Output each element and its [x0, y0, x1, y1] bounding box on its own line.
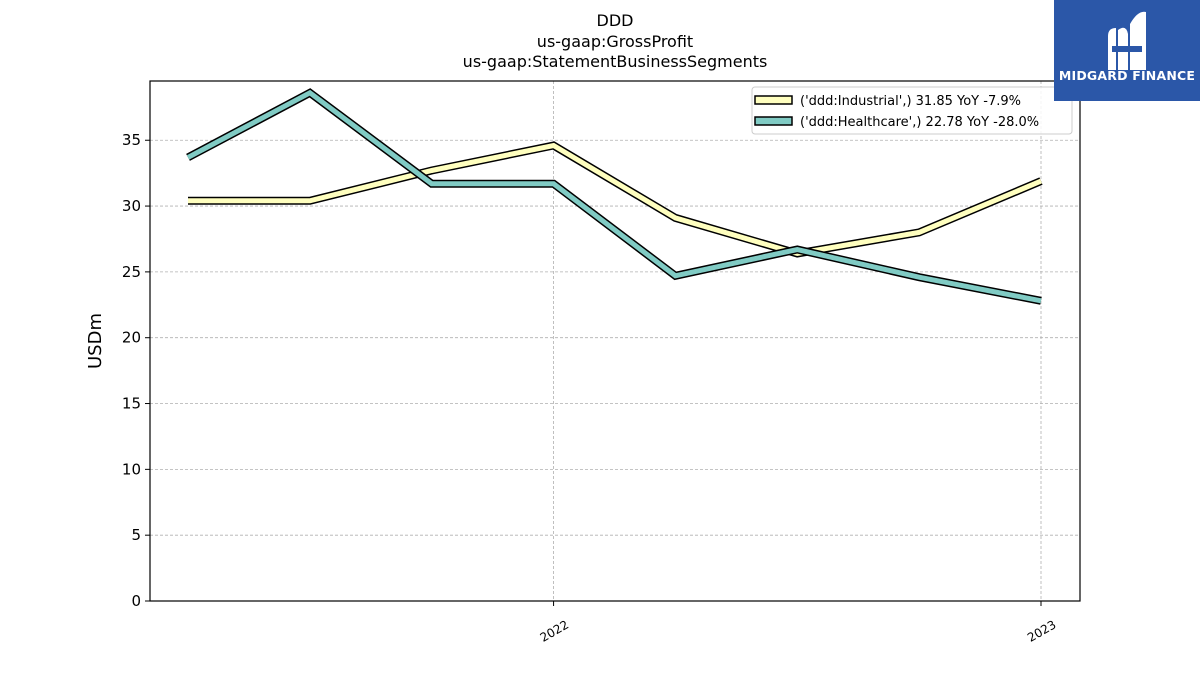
chart-title-line-1: DDD — [596, 11, 634, 30]
legend-label: ('ddd:Healthcare',) 22.78 YoY -28.0% — [800, 115, 1039, 130]
midgard-logo-icon — [1108, 11, 1146, 70]
chart-title-line-2: us-gaap:GrossProfit — [536, 32, 694, 51]
plot-frame — [149, 80, 1081, 602]
series-1-line — [186, 89, 1042, 304]
y-tick-label: 5 — [131, 526, 141, 544]
y-tick-label: 15 — [122, 395, 141, 413]
series-0-line — [188, 142, 1042, 257]
logo-text: MIDGARD FINANCE — [1058, 68, 1196, 83]
chart-title-line-3: us-gaap:StatementBusinessSegments — [462, 52, 768, 71]
y-tick-label: 10 — [122, 460, 141, 478]
y-tick-label: 0 — [131, 592, 141, 610]
y-tick-label: 35 — [122, 131, 141, 149]
y-axis-label: USDm — [85, 313, 106, 369]
y-tick-label: 20 — [122, 329, 141, 347]
y-tick-label: 25 — [122, 263, 141, 281]
y-tick-label: 30 — [122, 197, 141, 215]
x-tick-label: 2022 — [538, 617, 571, 644]
legend-label: ('ddd:Industrial',) 31.85 YoY -7.9% — [800, 94, 1021, 109]
legend: ('ddd:Industrial',) 31.85 YoY -7.9% ('ddd… — [751, 86, 1073, 135]
legend-box — [751, 86, 1073, 135]
legend-swatch — [754, 95, 793, 105]
x-tick-label: 2023 — [1025, 617, 1058, 644]
midgard-finance-logo: MIDGARD FINANCE — [1054, 0, 1200, 101]
legend-swatch — [754, 116, 793, 126]
